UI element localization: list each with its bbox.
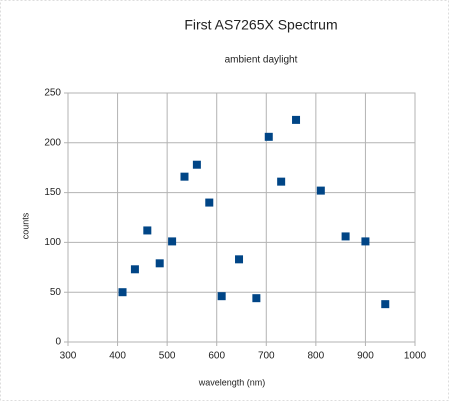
y-tick-label: 250 <box>44 88 61 99</box>
chart-subtitle: ambient daylight <box>225 55 298 66</box>
x-tick-label: 1000 <box>404 351 427 362</box>
point <box>168 237 177 246</box>
point <box>264 132 273 141</box>
x-tick-label: 800 <box>308 351 325 362</box>
point <box>155 259 164 268</box>
point <box>381 300 390 309</box>
point <box>292 115 301 124</box>
point <box>235 255 244 264</box>
point <box>180 172 189 181</box>
x-tick-label: 400 <box>109 351 126 362</box>
point <box>277 177 286 186</box>
plot-border <box>67 92 416 343</box>
point <box>192 160 201 169</box>
x-tick-label: 500 <box>159 351 176 362</box>
x-tick-label: 600 <box>208 351 225 362</box>
y-tick-label: 50 <box>50 287 62 298</box>
point <box>361 237 370 246</box>
point <box>252 294 261 303</box>
y-axis-label: counts <box>20 212 30 239</box>
point <box>316 186 325 195</box>
y-tick-label: 0 <box>55 337 61 348</box>
chart-title: First AS7265X Spectrum <box>184 17 337 33</box>
y-tick-label: 200 <box>44 137 61 148</box>
x-axis-label: wavelength (nm) <box>198 377 266 387</box>
point <box>118 288 127 297</box>
point <box>130 265 139 274</box>
x-tick-label: 700 <box>258 351 275 362</box>
point <box>205 198 214 207</box>
x-tick-label: 900 <box>357 351 374 362</box>
point <box>217 292 226 301</box>
point <box>341 232 350 241</box>
y-tick-label: 150 <box>44 187 61 198</box>
point <box>143 226 152 235</box>
y-tick-label: 100 <box>44 237 61 248</box>
x-tick-label: 300 <box>60 351 77 362</box>
